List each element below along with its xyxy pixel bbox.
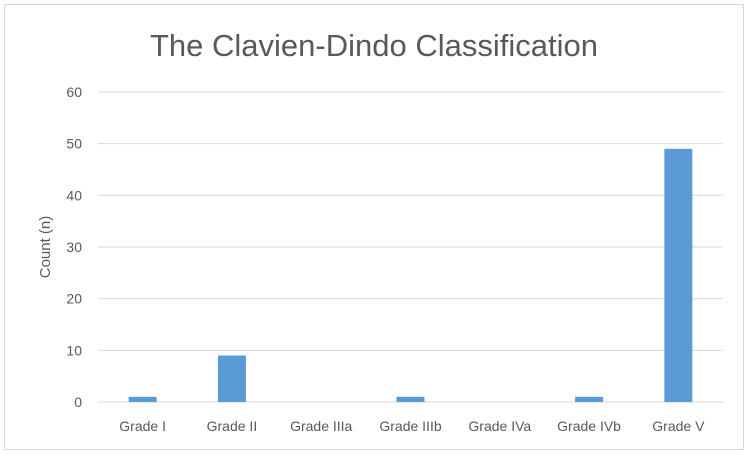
bar-grade-iiib (396, 396, 425, 402)
bar-grade-ivb (575, 396, 604, 402)
x-tick-label: Grade V (652, 418, 705, 434)
y-tick-label: 50 (66, 136, 82, 152)
x-tick-label: Grade I (119, 418, 166, 434)
x-axis-ticks: Grade I Grade II Grade IIIa Grade IIIb Grade… (119, 418, 705, 434)
bar-grade-ii (217, 355, 246, 402)
y-tick-label: 30 (66, 239, 82, 255)
y-tick-label: 10 (66, 342, 82, 358)
y-axis-ticks: 0 10 20 30 40 50 60 (66, 84, 82, 410)
x-tick-label: Grade IVb (557, 418, 621, 434)
x-tick-label: Grade II (207, 418, 258, 434)
bar-grade-i (128, 396, 157, 402)
x-tick-label: Grade IIIb (379, 418, 441, 434)
y-axis-title: Count (n) (37, 216, 54, 279)
y-tick-label: 0 (74, 394, 82, 410)
y-tick-label: 20 (66, 291, 82, 307)
gridlines (98, 91, 723, 403)
chart-frame (4, 4, 744, 450)
y-tick-label: 60 (66, 84, 82, 100)
bar-grade-v (664, 148, 693, 402)
x-tick-label: Grade IVa (468, 418, 531, 434)
chart-title: The Clavien-Dindo Classification (150, 28, 598, 63)
y-tick-label: 40 (66, 187, 82, 203)
x-tick-label: Grade IIIa (290, 418, 352, 434)
bars (128, 148, 693, 402)
